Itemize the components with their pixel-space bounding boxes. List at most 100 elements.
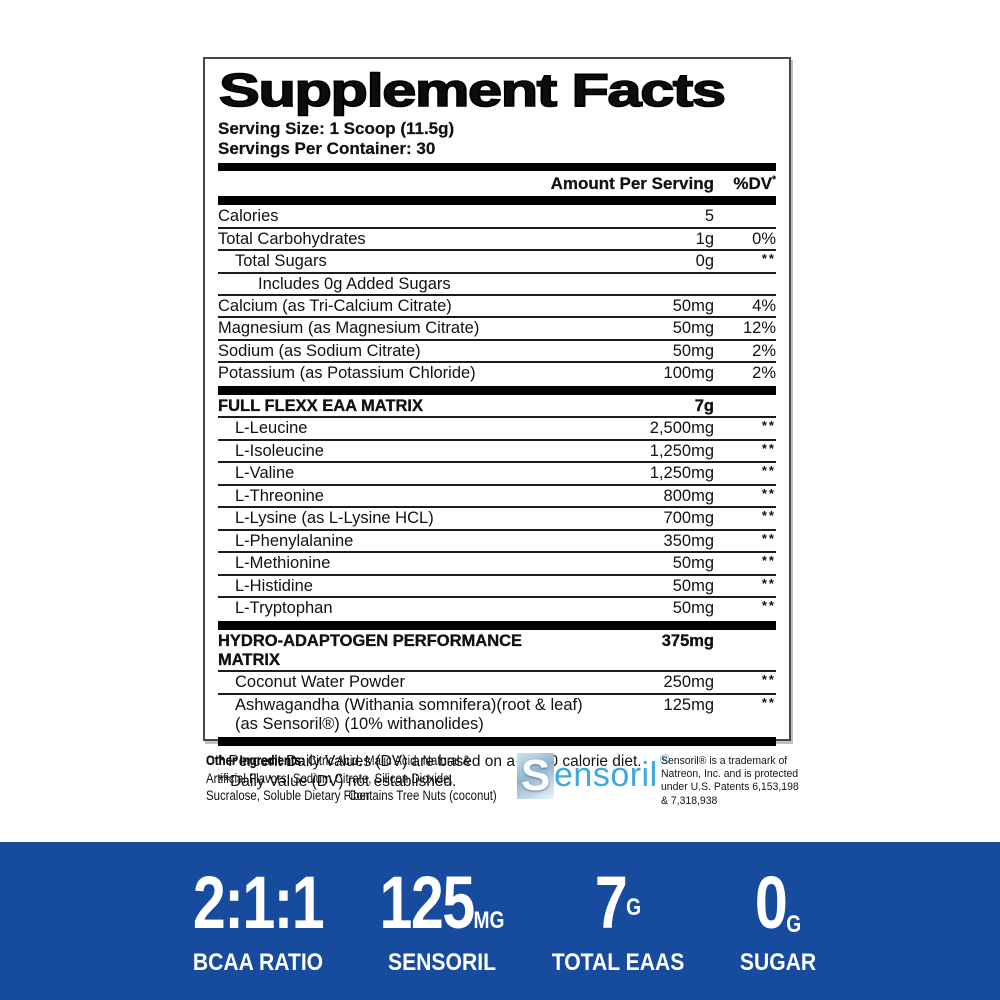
nutrient-name: Includes 0g Added Sugars <box>258 274 451 293</box>
nutrient-name: Ashwagandha (Withania somnifera)(root & … <box>235 695 583 734</box>
nutrient-dv: 2% <box>752 341 776 360</box>
nutrient-dv: ** <box>761 251 776 267</box>
registered-trademark-icon: ® <box>659 751 670 767</box>
other-ingredients-label: Other Ingredients: <box>206 753 305 768</box>
stat-bcaa-ratio: 2:1:1 BCAA RATIO <box>177 866 340 977</box>
divider-bar <box>218 196 776 206</box>
stat-value: 2:1:1 <box>192 861 325 944</box>
sensoril-wordmark: ensoril <box>554 756 658 794</box>
row-total-carbohydrates: Total Carbohydrates 1g 0% <box>218 229 776 252</box>
nutrient-name: L-Tryptophan <box>235 599 333 618</box>
column-header-row: Amount Per Serving %DV* <box>218 171 776 196</box>
nutrient-amount: 50mg <box>672 554 714 573</box>
row-l-methionine: L-Methionine 50mg ** <box>218 553 776 576</box>
nutrient-dv: ** <box>761 553 776 569</box>
nutrient-amount: 100mg <box>663 364 714 383</box>
stat-value: 125MG <box>379 861 505 944</box>
nutrient-name: L-Phenylalanine <box>235 531 354 550</box>
nutrient-dv: ** <box>761 508 776 524</box>
stats-banner: 2:1:1 BCAA RATIO 125MG SENSORIL 7G TOTAL… <box>0 842 1000 1000</box>
nutrient-amount: 800mg <box>663 486 714 505</box>
nutrient-name: Calories <box>218 207 279 226</box>
divider-bar <box>218 385 776 395</box>
stat-label: SUGAR <box>739 949 817 976</box>
nutrient-amount: 125mg <box>663 695 714 714</box>
nutrient-name: L-Valine <box>235 464 295 483</box>
nutrient-amount: 50mg <box>672 599 714 618</box>
nutrient-amount: 50mg <box>672 296 714 315</box>
stat-sensoril: 125MG SENSORIL <box>364 866 520 977</box>
nutrient-name: Coconut Water Powder <box>235 673 405 692</box>
row-l-phenylalanine: L-Phenylalanine 350mg ** <box>218 530 776 554</box>
stat-label: TOTAL EAAS <box>551 949 685 976</box>
row-l-threonine: L-Threonine 800mg ** <box>218 486 776 509</box>
amount-col-header: Amount Per Serving <box>550 174 714 194</box>
nutrient-amount: 2,500mg <box>649 419 714 438</box>
nutrient-amount: 1,250mg <box>649 441 714 460</box>
row-added-sugars: Includes 0g Added Sugars <box>218 274 776 296</box>
nutrient-dv: 12% <box>742 319 776 338</box>
sensoril-logo: S ensoril ® <box>517 751 670 799</box>
row-sodium: Sodium (as Sodium Citrate) 50mg 2% <box>218 341 776 364</box>
nutrient-dv: 0% <box>752 229 776 248</box>
divider-bar <box>218 620 776 630</box>
stat-sugar: 0G SUGAR <box>735 866 822 977</box>
nutrient-amount: 0g <box>695 252 714 271</box>
stat-value: 0G <box>754 861 802 944</box>
row-hydro-matrix-header: HYDRO-ADAPTOGEN PERFORMANCE MATRIX 375mg <box>218 631 776 673</box>
row-l-leucine: L-Leucine 2,500mg ** <box>218 418 776 441</box>
row-l-valine: L-Valine 1,250mg ** <box>218 463 776 486</box>
stat-label: BCAA RATIO <box>192 949 324 976</box>
nutrient-amount: 250mg <box>663 673 714 692</box>
nutrient-dv: ** <box>761 530 776 546</box>
row-calories: Calories 5 <box>218 206 776 229</box>
row-l-histidine: L-Histidine 50mg ** <box>218 575 776 599</box>
row-l-lysine: L-Lysine (as L-Lysine HCL) 700mg ** <box>218 508 776 531</box>
nutrient-amount: 1,250mg <box>649 464 714 483</box>
nutrient-name: Sodium (as Sodium Citrate) <box>218 341 421 360</box>
other-ingredients-text: Citric Acid, Malic Acid, Natural & Artif… <box>206 753 471 804</box>
nutrient-name: Total Sugars <box>235 252 327 271</box>
panel-title: Supplement Facts <box>218 64 727 116</box>
nutrient-amount: 700mg <box>663 509 714 528</box>
nutrient-dv: ** <box>761 672 776 688</box>
row-coconut-water: Coconut Water Powder 250mg ** <box>218 672 776 695</box>
nutrient-dv: ** <box>761 598 776 614</box>
serving-size: Serving Size: 1 Scoop (11.5g) <box>218 119 455 138</box>
nutrient-name: L-Leucine <box>235 419 308 438</box>
nutrient-dv: ** <box>761 575 776 591</box>
nutrient-amount: 1g <box>695 229 714 248</box>
stat-value: 7G <box>594 861 642 944</box>
row-magnesium: Magnesium (as Magnesium Citrate) 50mg 12… <box>218 318 776 341</box>
supplement-facts-panel: Supplement Facts Serving Size: 1 Scoop (… <box>203 57 791 790</box>
nutrient-dv: ** <box>761 440 776 456</box>
row-ashwagandha: Ashwagandha (Withania somnifera)(root & … <box>218 695 776 735</box>
nutrient-dv: ** <box>761 418 776 434</box>
nutrient-dv: 2% <box>752 364 776 383</box>
nutrient-name: L-Histidine <box>235 576 313 595</box>
nutrient-name: L-Lysine (as L-Lysine HCL) <box>235 509 434 528</box>
row-eaa-matrix-header: FULL FLEXX EAA MATRIX 7g <box>218 396 776 419</box>
nutrient-amount: 5 <box>704 207 714 226</box>
section-amount: 375mg <box>661 631 715 650</box>
row-potassium: Potassium (as Potassium Chloride) 100mg … <box>218 363 776 383</box>
section-title: HYDRO-ADAPTOGEN PERFORMANCE MATRIX <box>218 631 523 669</box>
allergen-statement: Contains Tree Nuts (coconut) <box>348 788 497 804</box>
stat-label: SENSORIL <box>388 949 496 976</box>
nutrient-name: L-Threonine <box>235 486 324 505</box>
nutrient-name: L-Isoleucine <box>235 441 324 460</box>
nutrient-name: Total Carbohydrates <box>218 229 366 248</box>
nutrient-name: Potassium (as Potassium Chloride) <box>218 364 476 383</box>
nutrient-amount: 350mg <box>663 531 714 550</box>
stat-total-eaas: 7G TOTAL EAAS <box>543 866 694 977</box>
section-amount: 7g <box>694 396 715 415</box>
sensoril-trademark-text: Sensoril® is a trademark of Natreon, Inc… <box>661 755 799 807</box>
nutrient-dv: ** <box>761 463 776 479</box>
footnote-not-established: **Daily Value (DV) not established. <box>218 772 457 790</box>
servings-per-container: Servings Per Container: 30 <box>218 139 436 159</box>
nutrient-dv: ** <box>761 694 776 710</box>
row-l-tryptophan: L-Tryptophan 50mg ** <box>218 598 776 618</box>
nutrient-name: Calcium (as Tri-Calcium Citrate) <box>218 296 452 315</box>
section-title: FULL FLEXX EAA MATRIX <box>218 396 424 415</box>
